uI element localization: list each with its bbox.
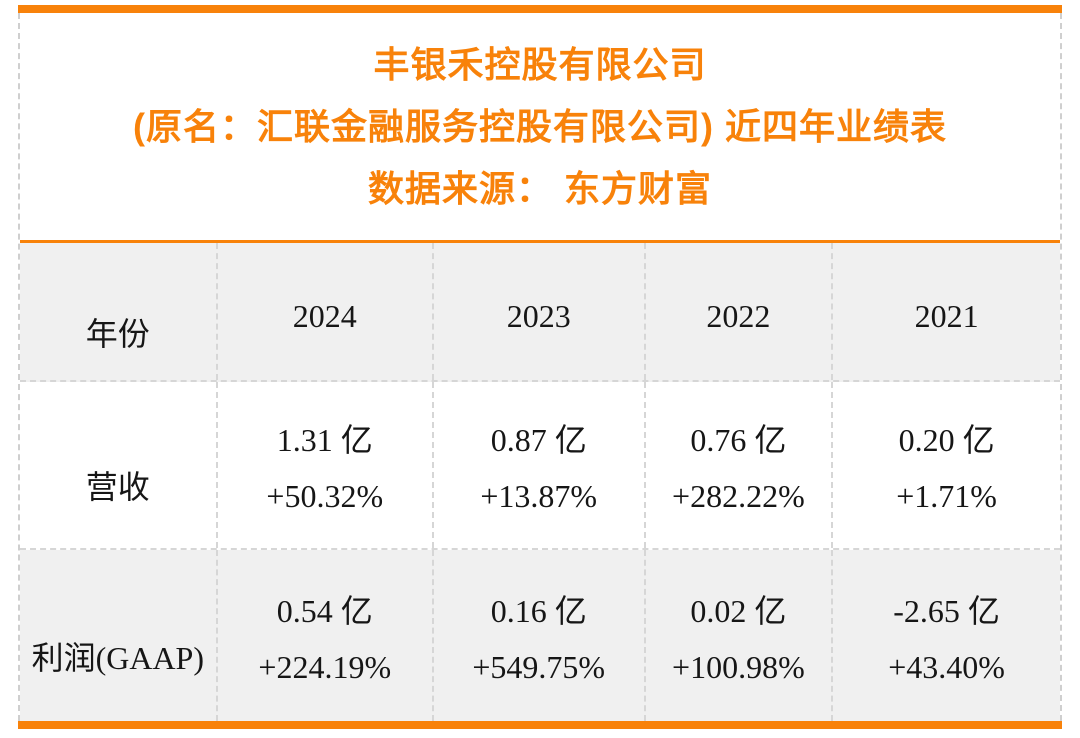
metric-change: +100.98%	[672, 648, 805, 685]
revenue-cell-2021: 0.20 亿 +1.71%	[833, 382, 1060, 548]
bottom-accent-bar	[18, 721, 1062, 729]
metric-change: +549.75%	[472, 648, 606, 685]
corner-header-label: 年份	[85, 315, 150, 352]
metric-value: 0.20 亿	[898, 422, 995, 458]
profit-cell-2023: 0.16 亿 +549.75%	[434, 550, 646, 721]
data-source: 数据来源： 东方财富	[367, 168, 712, 209]
metric-value: 0.16 亿	[490, 592, 587, 629]
year-header-2022: 2022	[646, 243, 834, 380]
year-header-2023: 2023	[434, 243, 646, 380]
year-label: 2022	[706, 298, 771, 334]
title-divider-rule	[20, 240, 1060, 243]
metric-change: +13.87%	[480, 478, 598, 514]
company-title: 丰银禾控股有限公司	[373, 44, 707, 85]
year-label: 2024	[292, 298, 357, 334]
table-row-profit: 利润(GAAP) 0.54 亿 +224.19% 0.16 亿 +549.75%…	[20, 550, 1060, 721]
metric-value: 1.31 亿	[276, 422, 373, 458]
metric-change: +43.40%	[888, 648, 1005, 685]
metric-value: 0.76 亿	[690, 422, 787, 458]
row-label-profit: 利润(GAAP)	[20, 550, 218, 721]
year-header-2021: 2021	[833, 243, 1060, 380]
revenue-cell-2023: 0.87 亿 +13.87%	[434, 382, 646, 548]
row-label: 营收	[85, 469, 150, 505]
metric-change: +1.71%	[896, 478, 997, 514]
revenue-cell-2022: 0.76 亿 +282.22%	[646, 382, 834, 548]
subtitle: (原名：汇联金融服务控股有限公司) 近四年业绩表	[133, 106, 947, 147]
metric-change: +50.32%	[266, 478, 384, 514]
metric-value: -2.65 亿	[893, 592, 1000, 629]
year-label: 2021	[914, 298, 979, 334]
row-label-revenue: 营收	[20, 382, 218, 548]
row-label: 利润(GAAP)	[31, 639, 205, 676]
performance-table: 年份 2024 2023 2022 2021 营收	[20, 243, 1060, 721]
profit-cell-2024: 0.54 亿 +224.19%	[218, 550, 434, 721]
corner-header-cell: 年份	[20, 243, 218, 380]
year-header-2024: 2024	[218, 243, 434, 380]
card-body: 丰银禾控股有限公司 (原名：汇联金融服务控股有限公司) 近四年业绩表 数据来源：…	[18, 13, 1062, 721]
revenue-cell-2024: 1.31 亿 +50.32%	[218, 382, 434, 548]
profit-cell-2021: -2.65 亿 +43.40%	[833, 550, 1060, 721]
metric-value: 0.02 亿	[690, 592, 787, 629]
top-accent-bar	[18, 5, 1062, 13]
profit-cell-2022: 0.02 亿 +100.98%	[646, 550, 834, 721]
metric-change: +282.22%	[672, 478, 805, 514]
table-row-revenue: 营收 1.31 亿 +50.32% 0.87 亿 +13.87% 0.76 亿 …	[20, 382, 1060, 550]
metric-value: 0.87 亿	[490, 422, 587, 458]
metric-value: 0.54 亿	[276, 592, 373, 629]
performance-card: 丰银禾控股有限公司 (原名：汇联金融服务控股有限公司) 近四年业绩表 数据来源：…	[18, 5, 1062, 729]
year-label: 2023	[506, 298, 571, 334]
title-block: 丰银禾控股有限公司 (原名：汇联金融服务控股有限公司) 近四年业绩表 数据来源：…	[20, 13, 1060, 240]
table-header-row: 年份 2024 2023 2022 2021	[20, 243, 1060, 382]
metric-change: +224.19%	[258, 648, 392, 685]
